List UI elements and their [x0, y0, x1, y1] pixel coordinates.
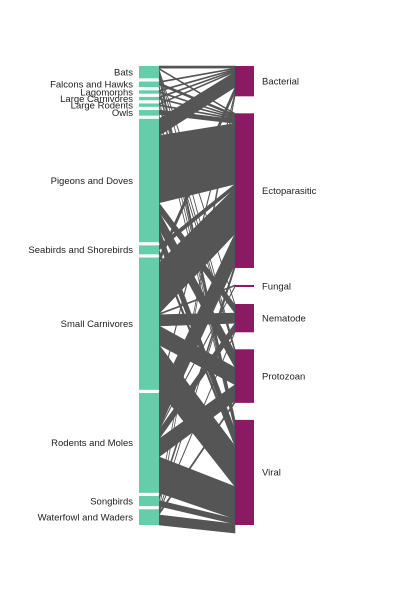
link-pigeons-and-doves-to-ectoparasitic — [158, 123, 236, 204]
host-label-bats: Bats — [114, 67, 133, 78]
host-node-small-carnivores — [139, 257, 159, 390]
pathogen-node-fungal — [235, 284, 254, 287]
pathogen-label-protozoan: Protozoan — [262, 371, 305, 382]
host-node-owls — [139, 110, 159, 116]
link-bats-to-bacterial — [158, 65, 236, 69]
link-layer — [158, 65, 236, 534]
host-label-owls: Owls — [112, 108, 133, 119]
host-node-large-rodents — [139, 103, 159, 107]
pathogen-label-viral: Viral — [262, 468, 281, 479]
host-label-seabirds-and-shorebirds: Seabirds and Shorebirds — [28, 245, 133, 256]
pathogen-node-protozoan — [235, 349, 254, 403]
pathogen-node-bacterial — [235, 66, 254, 97]
host-label-lagomorphs: Lagomorphs — [80, 87, 133, 98]
pathogen-label-ectoparasitic: Ectoparasitic — [262, 186, 317, 197]
host-label-small-carnivores: Small Carnivores — [61, 319, 134, 330]
host-node-rodents-and-moles — [139, 393, 159, 493]
host-node-seabirds-and-shorebirds — [139, 245, 159, 255]
host-label-songbirds: Songbirds — [90, 496, 133, 507]
pathogen-label-fungal: Fungal — [262, 281, 291, 292]
host-label-large-carnivores: Large Carnivores — [60, 94, 133, 105]
host-node-waterfowl-and-waders — [139, 509, 159, 525]
pathogen-label-bacterial: Bacterial — [262, 76, 299, 87]
host-label-pigeons-and-doves: Pigeons and Doves — [51, 176, 134, 187]
host-node-lagomorphs — [139, 90, 159, 94]
host-node-large-carnivores — [139, 96, 159, 101]
pathogen-node-viral — [235, 419, 254, 525]
host-label-falcons-and-hawks: Falcons and Hawks — [50, 80, 133, 91]
pathogen-label-nematode: Nematode — [262, 313, 306, 324]
host-label-waterfowl-and-waders: Waterfowl and Waders — [38, 512, 134, 523]
host-node-falcons-and-hawks — [139, 81, 159, 88]
host-label-large-rodents: Large Rodents — [71, 100, 134, 111]
pathogen-node-ectoparasitic — [235, 113, 254, 268]
host-node-songbirds — [139, 496, 159, 507]
host-node-pigeons-and-doves — [139, 118, 159, 243]
host-label-rodents-and-moles: Rodents and Moles — [51, 438, 133, 449]
host-node-bats — [139, 66, 159, 79]
pathogen-node-layer: Bacterial Ectoparasitic Fungal Nematode Prot… — [235, 66, 317, 525]
pathogen-node-nematode — [235, 304, 254, 333]
